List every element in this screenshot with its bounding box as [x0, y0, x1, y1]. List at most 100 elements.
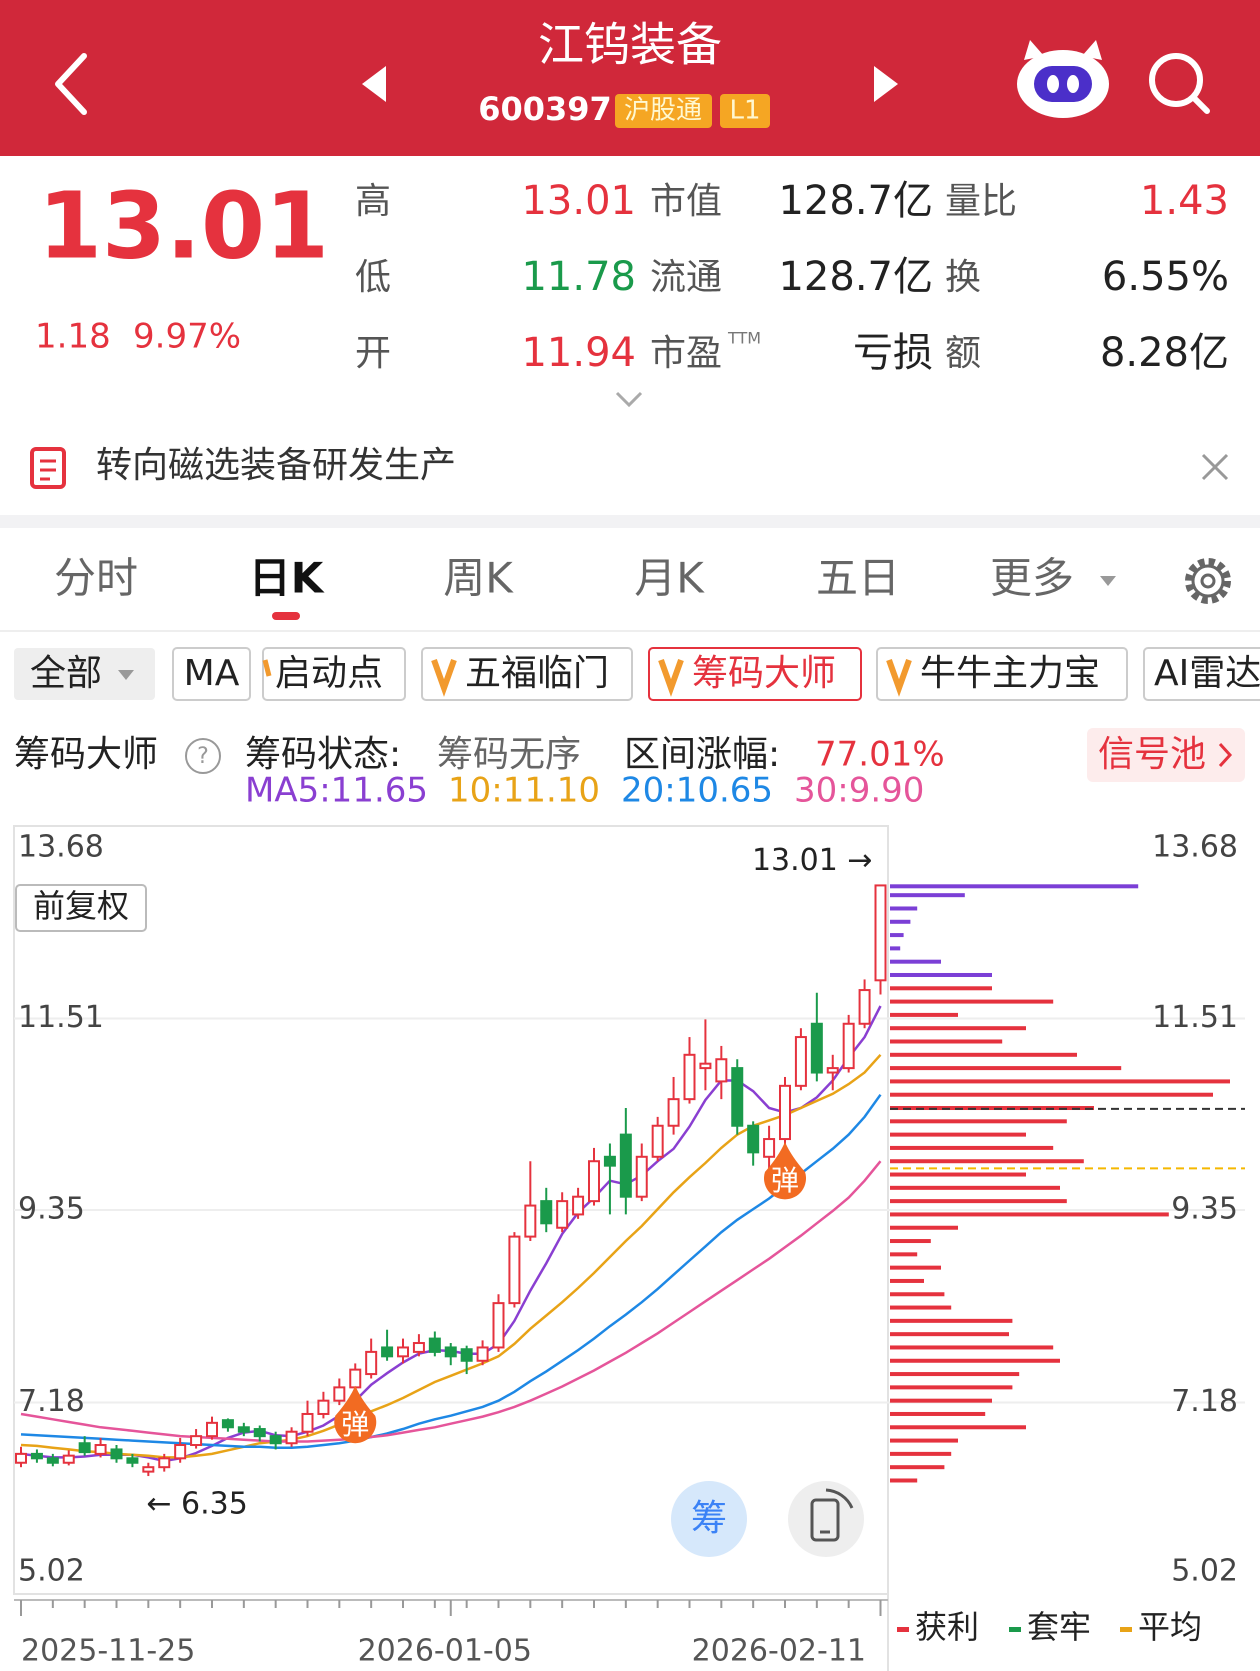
close-notice[interactable]	[1201, 453, 1229, 481]
indicator-name: 筹码大师	[14, 734, 158, 775]
candle-body	[397, 1346, 409, 1358]
candle-body	[874, 884, 887, 982]
price-change-pct: 9.97%	[133, 317, 241, 357]
indicator-label: MA	[184, 653, 240, 694]
tab[interactable]: 周K	[443, 554, 514, 603]
chip-bar	[890, 893, 965, 898]
chip-bar	[890, 1239, 931, 1244]
tab[interactable]: 五日	[816, 554, 900, 603]
chip-button[interactable]	[671, 1481, 747, 1557]
candle-body	[110, 1448, 123, 1460]
last-price: 13.01	[38, 172, 329, 279]
chip-bar	[890, 1372, 1020, 1377]
chip-bar	[890, 1079, 1230, 1084]
adjust-box[interactable]	[15, 884, 147, 932]
tab[interactable]: 更多	[990, 554, 1074, 603]
indicator-pill[interactable]	[1143, 647, 1260, 701]
candle-body	[651, 1124, 664, 1158]
adjust-label[interactable]: 前复权	[33, 887, 129, 925]
chip-bar	[890, 1332, 1009, 1337]
chip-bar	[890, 1212, 1169, 1217]
y-tick-label: 11.51	[1152, 1000, 1238, 1035]
chip-bar	[890, 1318, 1013, 1323]
y-tick-label: 13.68	[18, 830, 104, 865]
legend-swatch	[1120, 1627, 1132, 1632]
candle-body	[667, 1098, 680, 1127]
indicator-label: 全部	[30, 653, 102, 694]
field-value: 11.78	[521, 254, 636, 300]
prev-stock[interactable]	[362, 66, 386, 102]
candle-body	[810, 1022, 823, 1074]
x-tick-label: 2026-02-11	[692, 1634, 866, 1669]
indicator-label: 筹码大师	[692, 653, 836, 694]
candle-body	[715, 1058, 728, 1083]
y-tick-label: 11.51	[18, 1000, 104, 1035]
candle-body	[190, 1435, 203, 1447]
info-value: 筹码无序	[437, 734, 581, 775]
candle-body	[285, 1430, 298, 1445]
candle-body	[794, 1036, 807, 1087]
candle-body	[588, 1160, 600, 1203]
tab[interactable]: 月K	[634, 554, 705, 603]
chart-marks: 13.68 13.68 11.51 11.51 9.35 9.35 7.18 7.18 5.02…	[14, 830, 1245, 1616]
chip-bar	[890, 1119, 1067, 1124]
ma-legend: 30:9.90	[794, 771, 924, 811]
indicator-label: 五福临门	[465, 653, 609, 694]
field-label: 低	[355, 257, 391, 298]
chip-bar	[890, 1199, 1067, 1204]
chip-bar	[890, 1039, 1003, 1044]
indicator-pill[interactable]	[172, 647, 251, 701]
tab[interactable]: 日K	[249, 554, 325, 603]
search-button[interactable]	[1149, 53, 1210, 114]
candle-body	[142, 1466, 155, 1473]
candle-body	[174, 1444, 187, 1460]
chip-bar	[890, 1092, 1213, 1097]
rotate-button[interactable]	[788, 1481, 864, 1557]
info-value: 77.01%	[815, 735, 945, 775]
legend-swatch	[1009, 1627, 1021, 1632]
signal-pill[interactable]	[1087, 728, 1245, 782]
expand-chevron[interactable]	[615, 391, 643, 408]
badge: L1	[729, 96, 760, 126]
v-icon	[262, 659, 272, 677]
indicator-pill[interactable]	[14, 648, 155, 700]
candle-body	[747, 1124, 760, 1154]
y-tick-label: 9.35	[1171, 1192, 1238, 1227]
legend-label: 套牢	[1027, 1608, 1091, 1646]
candle-body	[221, 1419, 234, 1429]
signal-pool[interactable]: 信号池	[1098, 734, 1206, 775]
chip-bar	[890, 1411, 986, 1416]
chip-bar	[890, 959, 941, 964]
legend-label: 平均	[1138, 1608, 1202, 1646]
indicator-pill[interactable]	[876, 647, 1128, 701]
signal-marker	[764, 1141, 806, 1200]
y-tick-label: 9.35	[18, 1192, 85, 1227]
indicator-pill[interactable]	[648, 647, 862, 701]
tab[interactable]: 分时	[54, 554, 138, 603]
more-caret	[1100, 576, 1116, 586]
candle-body	[94, 1444, 107, 1455]
notice-icon	[30, 447, 66, 489]
help-icon[interactable]: ?	[185, 738, 221, 774]
chip-bar	[890, 906, 918, 911]
chip-bar	[890, 1225, 958, 1230]
signal-label: 弹	[341, 1408, 369, 1441]
candle-body	[349, 1368, 362, 1389]
candle-body	[381, 1346, 394, 1358]
chip-button-label[interactable]: 筹	[691, 1498, 727, 1539]
assistant-robot[interactable]	[1017, 40, 1109, 118]
back-button[interactable]	[55, 53, 87, 115]
candle-body	[269, 1435, 282, 1445]
settings-button[interactable]	[1185, 558, 1231, 604]
legend-swatch	[897, 1627, 909, 1632]
indicator-pill[interactable]	[262, 647, 406, 701]
field-value: 6.55%	[1102, 254, 1229, 300]
candle-body	[30, 1452, 43, 1460]
chip-bar	[890, 1145, 1054, 1150]
candle-body	[635, 1155, 648, 1198]
chip-bar	[890, 972, 992, 977]
indicator-pill[interactable]	[421, 647, 633, 701]
next-stock[interactable]	[874, 66, 898, 102]
